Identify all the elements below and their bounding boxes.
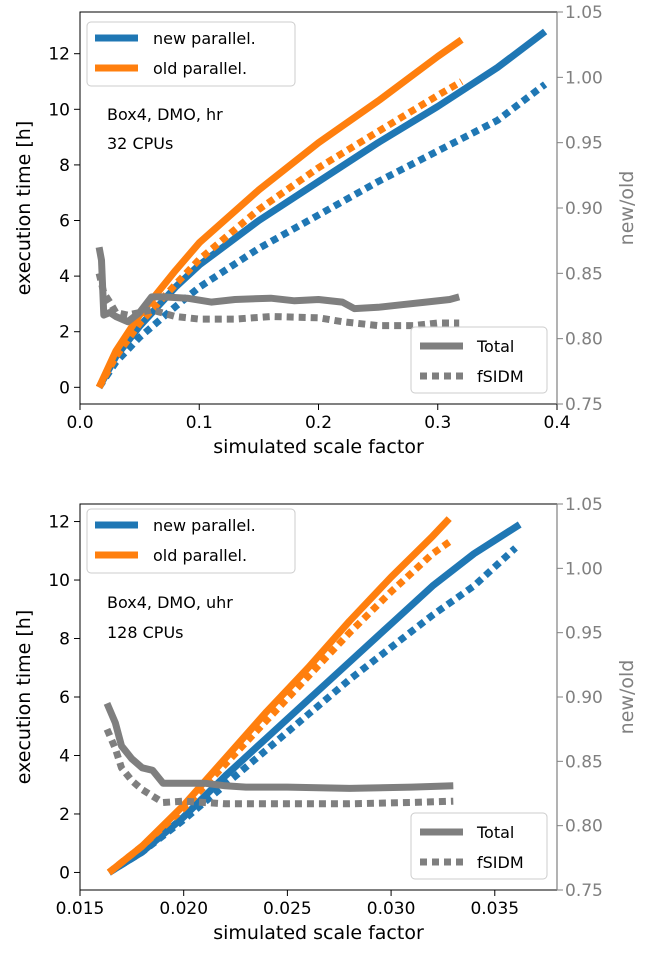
y-tick-label: 6 (59, 688, 70, 708)
y2-tick-label: 0.75 (565, 881, 603, 901)
y2-axis-title: new/old (616, 660, 638, 735)
legend-ratio (410, 326, 548, 394)
legend-label: Total (476, 337, 514, 356)
y2-tick-label: 0.95 (565, 134, 603, 154)
legend-ratio (410, 812, 548, 880)
x-axis-title: simulated scale factor (213, 922, 424, 944)
y-axis-title: execution time [h] (13, 610, 35, 784)
annotation-text: 128 CPUs (107, 623, 184, 642)
x-tick-label: 0.025 (263, 899, 312, 919)
y2-axis-title: new/old (616, 171, 638, 246)
x-tick-label: 0.1 (186, 413, 213, 433)
legend-box (86, 508, 296, 574)
y-tick-label: 2 (59, 805, 70, 825)
x-tick-label: 0.0 (66, 413, 93, 433)
x-tick-label: 0.020 (159, 899, 208, 919)
legend-main (86, 21, 296, 87)
y2-tick-label: 1.00 (565, 559, 603, 579)
x-tick-label: 0.3 (424, 413, 451, 433)
y-tick-label: 12 (48, 513, 70, 533)
legend-box (86, 21, 296, 87)
y-tick-label: 0 (59, 378, 70, 398)
y-tick-label: 10 (48, 571, 70, 591)
legend-label: new parallel. (153, 516, 256, 535)
series-line-2 (107, 545, 518, 876)
y2-tick-label: 0.85 (565, 264, 603, 284)
y-tick-label: 0 (59, 863, 70, 883)
y-tick-label: 8 (59, 630, 70, 650)
legend-label: fSIDM (477, 367, 524, 386)
y-tick-label: 12 (48, 45, 70, 65)
x-tick-label: 0.4 (543, 413, 570, 433)
y-tick-label: 4 (59, 267, 70, 287)
y-tick-label: 8 (59, 156, 70, 176)
y2-tick-label: 1.00 (565, 68, 603, 88)
series-line-4 (106, 539, 452, 876)
y-tick-label: 6 (59, 212, 70, 232)
y2-tick-label: 0.80 (565, 330, 603, 350)
series-line-5 (103, 702, 454, 792)
y2-tick-label: 0.75 (565, 395, 603, 415)
y2-tick-label: 0.90 (565, 199, 603, 219)
y2-tick-label: 1.05 (565, 3, 603, 23)
series-line-3 (106, 516, 452, 876)
y2-tick-label: 1.05 (565, 495, 603, 515)
legend-label: fSIDM (477, 853, 524, 872)
x-tick-label: 0.030 (367, 899, 416, 919)
y-tick-label: 2 (59, 323, 70, 343)
y2-tick-label: 0.95 (565, 624, 603, 644)
chart-panel-1 (74, 11, 563, 410)
y2-tick-label: 0.80 (565, 817, 603, 837)
legend-main (86, 508, 296, 574)
legend-label: new parallel. (153, 29, 256, 48)
y-tick-label: 4 (59, 746, 70, 766)
annotation-text: 32 CPUs (107, 134, 173, 153)
y2-tick-label: 0.90 (565, 688, 603, 708)
legend-label: Total (476, 823, 514, 842)
y-axis-title: execution time [h] (13, 121, 35, 295)
x-axis-title: simulated scale factor (213, 436, 424, 458)
series-group (103, 516, 522, 876)
legend-label: old parallel. (153, 59, 247, 78)
series-group (95, 28, 548, 390)
legend-label: old parallel. (153, 546, 247, 565)
x-tick-label: 0.015 (56, 899, 105, 919)
annotation-text: Box4, DMO, uhr (107, 593, 233, 612)
series-line-2 (96, 81, 548, 390)
annotation-text: Box4, DMO, hr (107, 105, 223, 124)
chart-panel-2 (74, 503, 563, 896)
x-tick-label: 0.035 (470, 899, 519, 919)
x-tick-label: 0.2 (305, 413, 332, 433)
series-line-5 (95, 246, 461, 326)
y2-tick-label: 0.85 (565, 752, 603, 772)
y-tick-label: 10 (48, 100, 70, 120)
series-line-3 (95, 36, 464, 389)
series-line-6 (95, 272, 460, 330)
